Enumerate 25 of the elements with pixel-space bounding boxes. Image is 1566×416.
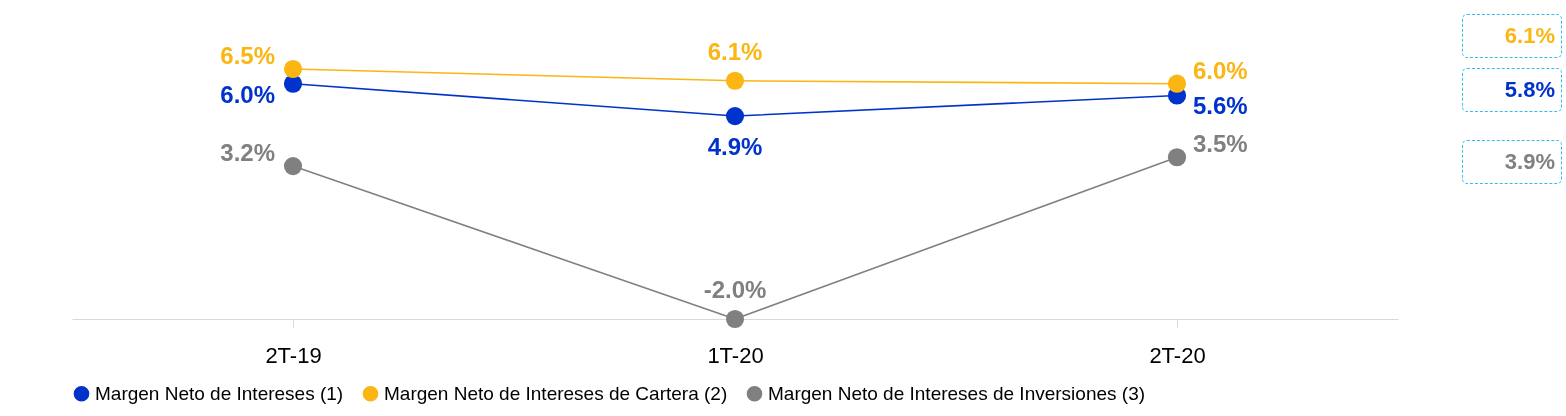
point — [725, 309, 745, 329]
point — [283, 59, 303, 79]
text: 3.9% — [1462, 140, 1562, 184]
data-label: 3.5% — [1193, 130, 1248, 158]
legend-label: Margen Neto de Intereses de Inversiones (3) — [768, 382, 1146, 404]
data-label: 6.1% — [707, 37, 763, 65]
legend-label: Margen Neto de Intereses (1) — [95, 382, 344, 404]
data-label: 6.5% — [220, 42, 275, 69]
point — [1167, 148, 1187, 167]
point — [725, 71, 745, 90]
legend-label: Margen Neto de Intereses de Cartera (2) — [384, 382, 728, 404]
text: 6.1% — [1462, 14, 1562, 58]
data-label: 3.2% — [220, 139, 275, 167]
x-tick-label: 1T-20 — [707, 342, 764, 368]
data-label: 6.0% — [1193, 56, 1248, 84]
data-label: 5.6% — [1193, 92, 1248, 120]
data-label: 4.9% — [707, 133, 763, 161]
point — [1167, 74, 1187, 93]
data-label: 6.0% — [220, 80, 275, 108]
text: 5.8% — [1462, 68, 1562, 112]
x-tick-label: 2T-20 — [1149, 342, 1206, 368]
point — [283, 156, 303, 176]
x-tick-label: 2T-19 — [265, 342, 322, 368]
data-label: -2.0% — [703, 276, 767, 303]
point — [725, 106, 745, 126]
